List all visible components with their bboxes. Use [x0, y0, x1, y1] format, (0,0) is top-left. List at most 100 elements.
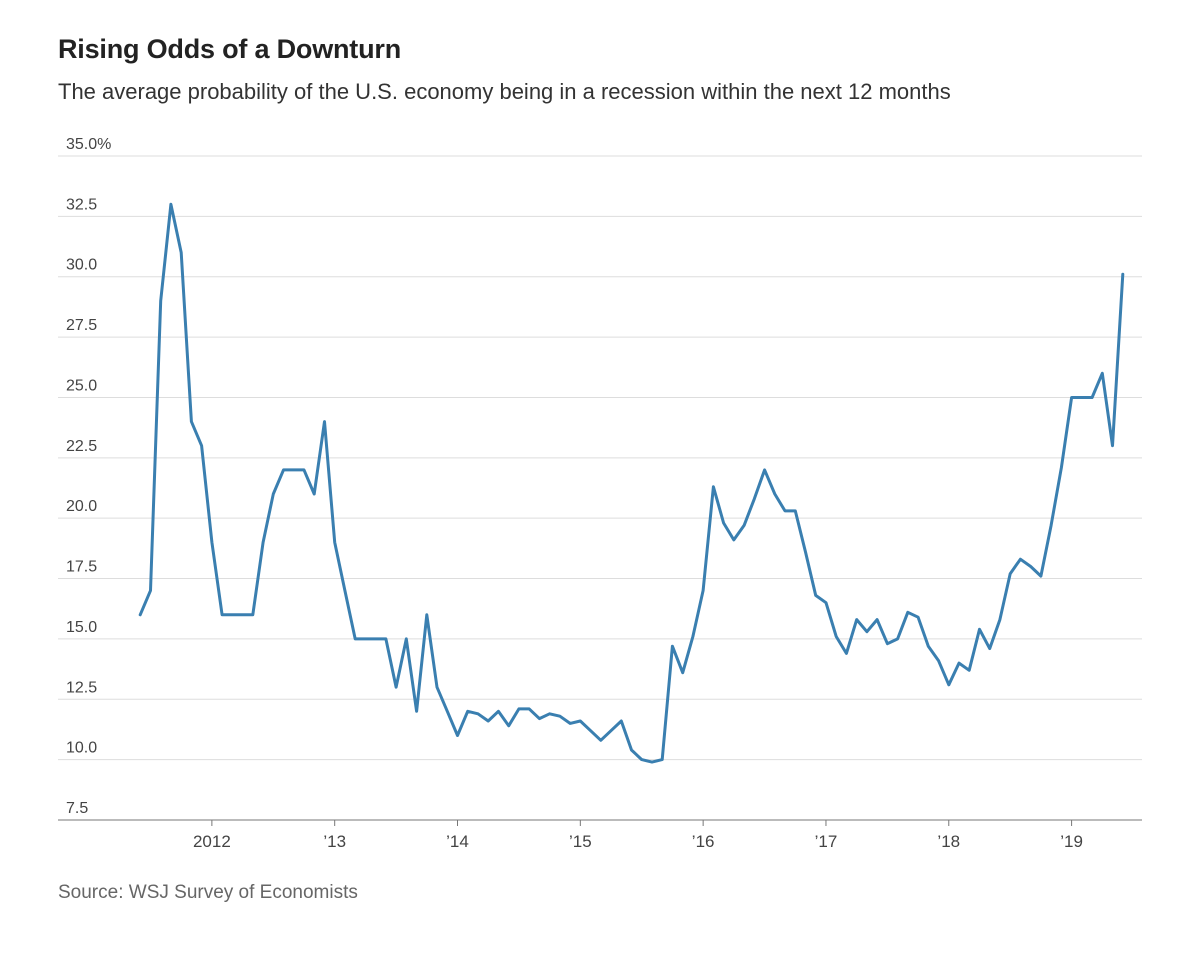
series-line-0 — [138, 202, 1125, 764]
data-point — [753, 497, 756, 500]
x-tick-label: ’17 — [815, 832, 838, 851]
data-point — [190, 420, 193, 423]
data-point — [998, 618, 1001, 621]
data-point — [1050, 524, 1053, 527]
data-point — [415, 710, 418, 713]
data-point — [436, 686, 439, 689]
data-point — [333, 541, 336, 544]
data-point — [405, 637, 408, 640]
y-tick-label: 35.0% — [66, 136, 111, 153]
data-point — [528, 707, 531, 710]
data-point — [599, 739, 602, 742]
data-point — [139, 613, 142, 616]
data-point — [722, 522, 725, 525]
data-point — [425, 613, 428, 616]
data-point — [794, 509, 797, 512]
data-point — [640, 758, 643, 761]
data-point — [200, 444, 203, 447]
data-point — [395, 686, 398, 689]
y-tick-label: 15.0 — [66, 619, 97, 636]
data-point — [773, 493, 776, 496]
data-point — [282, 468, 285, 471]
data-point — [1101, 372, 1104, 375]
data-point — [1029, 565, 1032, 568]
data-point — [763, 468, 766, 471]
data-point — [1039, 575, 1042, 578]
data-point — [814, 594, 817, 597]
data-point — [917, 616, 920, 619]
data-point — [180, 251, 183, 254]
data-point — [743, 524, 746, 527]
data-point — [712, 485, 715, 488]
data-point — [630, 749, 633, 752]
data-point — [968, 669, 971, 672]
x-tick-label: ’16 — [692, 832, 715, 851]
y-tick-label: 7.5 — [66, 800, 88, 817]
data-point — [1091, 396, 1094, 399]
y-tick-label: 20.0 — [66, 498, 97, 515]
data-point — [661, 758, 664, 761]
data-point — [477, 712, 480, 715]
data-point — [896, 637, 899, 640]
data-point — [1009, 572, 1012, 575]
x-tick-label: ’14 — [446, 832, 469, 851]
data-point — [1121, 273, 1124, 276]
y-tick-label: 22.5 — [66, 438, 97, 455]
data-point — [876, 618, 879, 621]
series-layer — [138, 202, 1125, 764]
data-point — [958, 662, 961, 665]
data-point — [558, 715, 561, 718]
data-point — [610, 729, 613, 732]
data-point — [691, 635, 694, 638]
data-point — [169, 203, 172, 206]
y-axis-tick-labels: 35.0% 32.5 30.0 27.5 25.0 22.5 20.0 17.5 15.0 12.… — [66, 136, 111, 817]
data-point — [456, 734, 459, 737]
data-point — [906, 611, 909, 614]
x-axis: 2012 ’13 ’14 ’15 ’16 ’17 ’18 ’19 — [58, 819, 1142, 851]
x-tick-label: ’13 — [323, 832, 346, 851]
data-point — [487, 720, 490, 723]
data-point — [1111, 444, 1114, 447]
data-point — [538, 717, 541, 720]
data-point — [927, 645, 930, 648]
data-point — [988, 647, 991, 650]
data-point — [507, 724, 510, 727]
data-point — [1080, 396, 1083, 399]
data-point — [702, 589, 705, 592]
data-point — [855, 618, 858, 621]
x-tick-label: 2012 — [193, 832, 231, 851]
data-point — [589, 729, 592, 732]
data-point — [784, 509, 787, 512]
data-point — [579, 720, 582, 723]
data-point — [845, 652, 848, 655]
data-point — [292, 468, 295, 471]
data-point — [886, 642, 889, 645]
data-point — [517, 707, 520, 710]
x-tick-label: ’18 — [937, 832, 960, 851]
data-point — [323, 420, 326, 423]
data-point — [313, 493, 316, 496]
data-point — [241, 613, 244, 616]
chart-title: Rising Odds of a Downturn — [58, 34, 401, 64]
x-tick-label: ’15 — [569, 832, 592, 851]
data-point — [159, 299, 162, 302]
data-point — [569, 722, 572, 725]
data-point — [651, 761, 654, 764]
source-note: Source: WSJ Survey of Economists — [58, 882, 358, 903]
y-tick-label: 25.0 — [66, 377, 97, 394]
data-point — [671, 645, 674, 648]
data-point — [937, 659, 940, 662]
data-point — [446, 710, 449, 713]
data-point — [620, 720, 623, 723]
y-tick-label: 17.5 — [66, 559, 97, 576]
y-tick-label: 27.5 — [66, 317, 97, 334]
data-point — [865, 630, 868, 633]
grid-lines — [58, 155, 1142, 761]
data-point — [343, 589, 346, 592]
chart-subtitle: The average probability of the U.S. econ… — [58, 79, 951, 104]
data-point — [804, 551, 807, 554]
data-point — [303, 468, 306, 471]
data-point — [466, 710, 469, 713]
data-point — [548, 712, 551, 715]
data-point — [947, 683, 950, 686]
